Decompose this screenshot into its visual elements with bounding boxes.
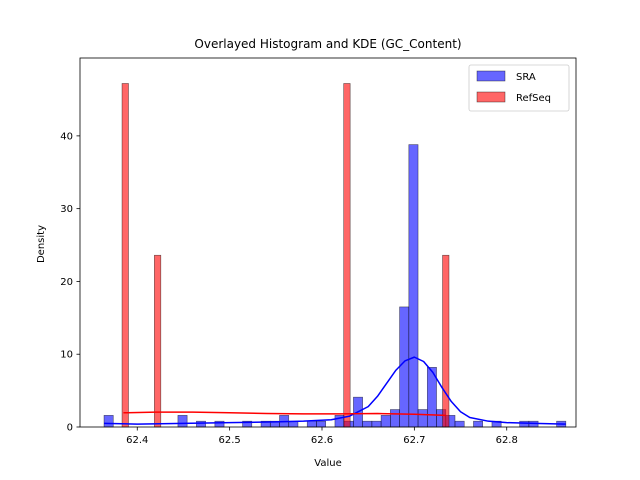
sra-bar xyxy=(103,415,114,428)
sra-bar xyxy=(362,420,373,428)
chart-title: Overlayed Histogram and KDE (GC_Content) xyxy=(194,37,461,51)
sra-bar xyxy=(519,420,530,428)
x-axis-label: Value xyxy=(314,458,341,469)
x-tick-label: 62.7 xyxy=(403,435,425,446)
sra-histogram xyxy=(103,144,567,428)
refseq-bar xyxy=(121,83,129,428)
axes: 62.4 62.5 62.6 62.7 62.8 0 10 20 30 40 xyxy=(60,57,577,446)
sra-bar xyxy=(390,409,400,428)
sra-bar xyxy=(177,415,188,428)
sra-bar xyxy=(316,420,326,428)
refseq-bar xyxy=(154,254,162,428)
y-tick-label: 10 xyxy=(60,350,73,361)
sra-bar xyxy=(454,420,465,428)
legend: SRA RefSeq xyxy=(468,64,570,112)
sra-bar xyxy=(196,420,206,428)
refseq-legend-label: RefSeq xyxy=(516,93,551,104)
sra-bar xyxy=(371,420,382,428)
y-tick-label: 40 xyxy=(60,131,73,142)
x-tick-label: 62.6 xyxy=(311,435,333,446)
kde-curves xyxy=(103,356,566,425)
x-tick-label: 62.8 xyxy=(496,435,518,446)
sra-bar xyxy=(380,415,391,428)
refseq-bar xyxy=(343,83,351,428)
y-tick-label: 30 xyxy=(60,204,73,215)
sra-bar xyxy=(399,306,410,428)
y-tick-label: 0 xyxy=(67,423,73,434)
sra-kde-line xyxy=(103,356,566,425)
refseq-bar xyxy=(442,254,450,428)
sra-bar xyxy=(473,420,484,428)
y-tick-label: 20 xyxy=(60,277,73,288)
refseq-kde-line xyxy=(123,411,446,417)
sra-legend-label: SRA xyxy=(516,72,536,83)
refseq-legend-swatch xyxy=(476,91,506,103)
axes-frame xyxy=(79,57,577,428)
x-tick-label: 62.5 xyxy=(218,435,240,446)
y-axis-label: Density xyxy=(36,225,47,263)
sra-bar xyxy=(408,144,419,428)
x-tick-label: 62.4 xyxy=(126,435,148,446)
sra-bar xyxy=(306,420,317,428)
sra-bar xyxy=(417,409,428,428)
sra-legend-swatch xyxy=(476,70,506,82)
